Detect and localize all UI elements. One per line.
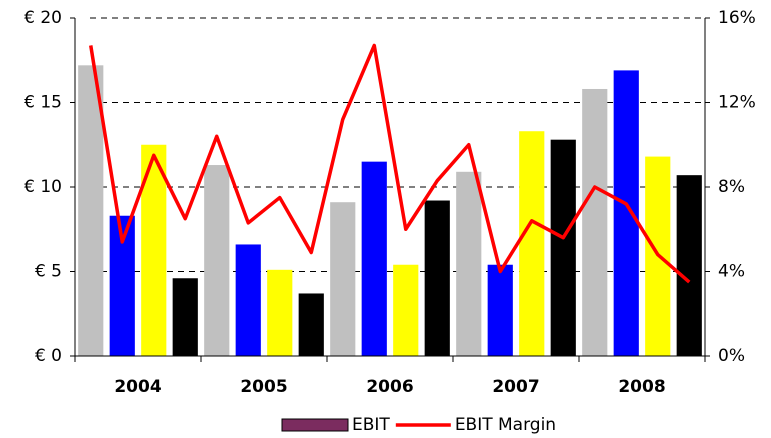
legend-label: EBIT bbox=[352, 415, 390, 435]
bar bbox=[330, 202, 356, 356]
bar bbox=[613, 70, 639, 356]
y2-tick-label: 4% bbox=[718, 262, 745, 282]
bar bbox=[78, 65, 104, 356]
bar bbox=[550, 139, 576, 356]
x-tick-label: 2004 bbox=[114, 377, 161, 397]
bar bbox=[676, 175, 702, 356]
bar bbox=[204, 165, 230, 356]
bar bbox=[393, 264, 419, 356]
y2-tick-label: 0% bbox=[718, 346, 745, 366]
x-tick-label: 2007 bbox=[492, 377, 539, 397]
bar bbox=[235, 244, 261, 356]
y-tick-label: € 5 bbox=[35, 262, 62, 282]
bar bbox=[298, 293, 324, 356]
x-tick-label: 2008 bbox=[618, 377, 665, 397]
bar bbox=[487, 264, 513, 356]
legend-label: EBIT Margin bbox=[455, 415, 556, 435]
line bbox=[89, 43, 691, 284]
x-tick-label: 2005 bbox=[240, 377, 287, 397]
y2-tick-label: 12% bbox=[718, 93, 756, 113]
bar bbox=[172, 278, 198, 356]
y-tick-label: € 20 bbox=[24, 8, 62, 28]
bar bbox=[424, 200, 450, 356]
y2-tick-label: 8% bbox=[718, 177, 745, 197]
bar bbox=[582, 88, 608, 356]
y-tick-label: € 15 bbox=[24, 93, 62, 113]
y-tick-label: € 0 bbox=[35, 346, 62, 366]
x-tick-label: 2006 bbox=[366, 377, 413, 397]
y2-tick-label: 16% bbox=[718, 8, 756, 28]
y-tick-label: € 10 bbox=[24, 177, 62, 197]
bar bbox=[519, 131, 545, 356]
legend-swatch bbox=[281, 418, 349, 432]
bar bbox=[456, 171, 482, 356]
bar bbox=[267, 269, 293, 356]
bar bbox=[361, 161, 387, 356]
